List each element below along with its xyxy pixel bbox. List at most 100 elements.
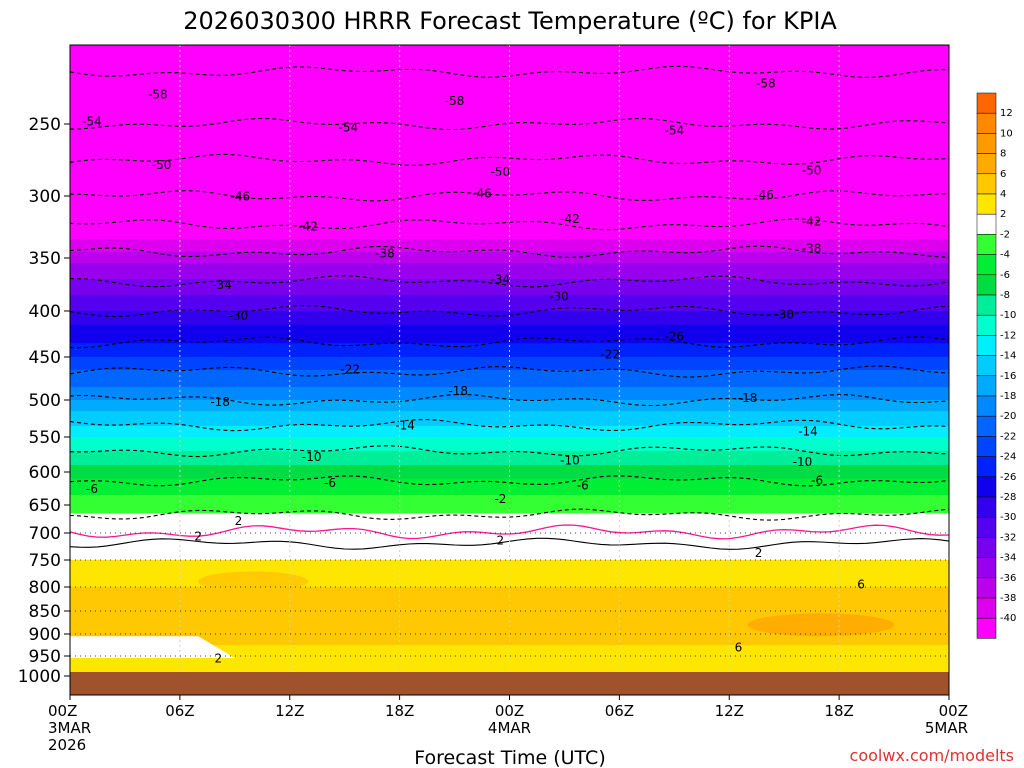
colorbar-tick-label: 2	[1000, 209, 1006, 220]
temperature-band	[70, 521, 949, 526]
temperature-band	[70, 562, 949, 566]
temperature-band	[70, 160, 949, 168]
isotherm-line	[70, 508, 949, 521]
temperature-band	[70, 437, 949, 442]
contour-label: -58	[148, 87, 168, 101]
contour-label: -34	[491, 273, 511, 287]
x-tick-label: 00Z	[495, 702, 524, 720]
colorbar-swatch	[976, 133, 997, 154]
x-tick-label: 06Z	[605, 702, 634, 720]
temperature-band	[70, 174, 949, 183]
isotherm-line	[70, 393, 949, 407]
credit-text: coolwx.com/modelts	[850, 746, 1014, 765]
y-tick-label: 400	[29, 302, 61, 322]
temperature-band	[70, 576, 949, 580]
contour-label: -42	[298, 219, 318, 233]
colorbar-swatch	[976, 375, 997, 397]
temperature-band	[70, 52, 949, 62]
contour-label: -46	[472, 187, 492, 201]
isotherm-line	[70, 218, 949, 231]
temperature-band	[70, 315, 949, 321]
y-tick-label: 900	[29, 625, 61, 645]
temperature-band	[70, 411, 949, 416]
colorbar-swatch	[976, 395, 997, 417]
temperature-band	[70, 662, 949, 665]
contour-label: -10	[560, 454, 580, 468]
cool-pocket	[70, 636, 235, 658]
isotherm-line	[70, 117, 949, 131]
contour-label: -34	[212, 278, 232, 292]
colorbar-tick-label: -24	[1000, 452, 1016, 463]
temperature-band	[70, 305, 949, 312]
colorbar-tick-label: -36	[1000, 573, 1016, 584]
temperature-band	[70, 638, 949, 642]
colorbar-swatch	[976, 234, 997, 255]
x-tick-label: 00Z	[48, 702, 77, 720]
colorbar-swatch	[976, 193, 997, 215]
temperature-band	[70, 568, 949, 572]
colorbar-swatch	[976, 436, 997, 457]
colorbar-swatch	[976, 617, 997, 639]
temperature-band	[70, 642, 949, 646]
colorbar: 12 10 8 6 4 2 -2 -4 -6 -8 -10 -12 -14 -16 -18 -20 -22 -24…	[976, 92, 1016, 639]
colorbar-tick-label: -30	[1000, 512, 1016, 523]
y-tick-label: 350	[29, 249, 61, 269]
contour-label: 2	[235, 514, 243, 528]
temperature-band	[70, 527, 949, 531]
x-tick-label: 3MAR	[48, 719, 91, 737]
colorbar-tick-label: -12	[1000, 330, 1016, 341]
warm-pocket	[747, 613, 895, 637]
contour-label: -6	[811, 473, 823, 487]
plot-area: -58 -58 -58 -54 -54 -54 -50 -50 -50 -46 -46 -46 -42 -…	[70, 45, 949, 695]
temperature-band	[70, 465, 949, 470]
colorbar-swatch	[976, 537, 997, 558]
temperature-band	[70, 245, 949, 253]
freezing-line	[70, 524, 949, 540]
temperature-band	[70, 587, 949, 590]
temperature-band	[70, 214, 949, 222]
contour-label: -38	[375, 247, 395, 261]
ground	[70, 672, 949, 695]
y-tick-label: 600	[29, 463, 61, 483]
colorbar-tick-label: -32	[1000, 532, 1016, 543]
temperature-band	[70, 440, 949, 445]
y-tick-label: 450	[29, 348, 61, 368]
temperature-band	[70, 516, 949, 520]
temperature-band	[70, 124, 949, 132]
y-tick-label: 750	[29, 551, 61, 571]
temperature-band	[70, 651, 949, 655]
contour-label: -6	[324, 476, 336, 490]
colorbar-swatch	[976, 173, 997, 195]
contour-label: 2	[497, 534, 505, 548]
temperature-band	[70, 369, 949, 375]
contour-label: -14	[798, 425, 818, 439]
y-tick-label: 800	[29, 578, 61, 598]
temperature-band	[70, 546, 949, 550]
contour-label: -58	[756, 76, 776, 90]
colorbar-tick-label: 4	[1000, 189, 1006, 200]
temperature-band	[70, 495, 949, 499]
colorbar-swatch	[976, 92, 997, 114]
colorbar-swatch	[976, 314, 997, 336]
colorbar-tick-label: -20	[1000, 411, 1016, 422]
temperature-band	[70, 485, 949, 490]
contour-label: -46	[754, 188, 774, 202]
temperature-band	[70, 581, 949, 585]
colorbar-tick-label: -18	[1000, 391, 1016, 402]
y-tick-label: 850	[29, 602, 61, 622]
y-tick-label: 300	[29, 187, 61, 207]
colorbar-tick-label: -28	[1000, 492, 1016, 503]
y-tick-label: 700	[29, 524, 61, 544]
x-tick-label: 12Z	[275, 702, 304, 720]
temperature-band	[70, 666, 949, 669]
temperature-band	[70, 295, 949, 301]
colorbar-swatch	[976, 112, 997, 134]
temperature-band	[70, 45, 949, 54]
temperature-band	[70, 145, 949, 154]
temperature-band	[70, 422, 949, 427]
x-tick-label: 18Z	[824, 702, 853, 720]
colorbar-swatch	[976, 597, 997, 619]
temperature-band	[70, 447, 949, 452]
x-axis-label: Forecast Time (UTC)	[414, 747, 605, 768]
